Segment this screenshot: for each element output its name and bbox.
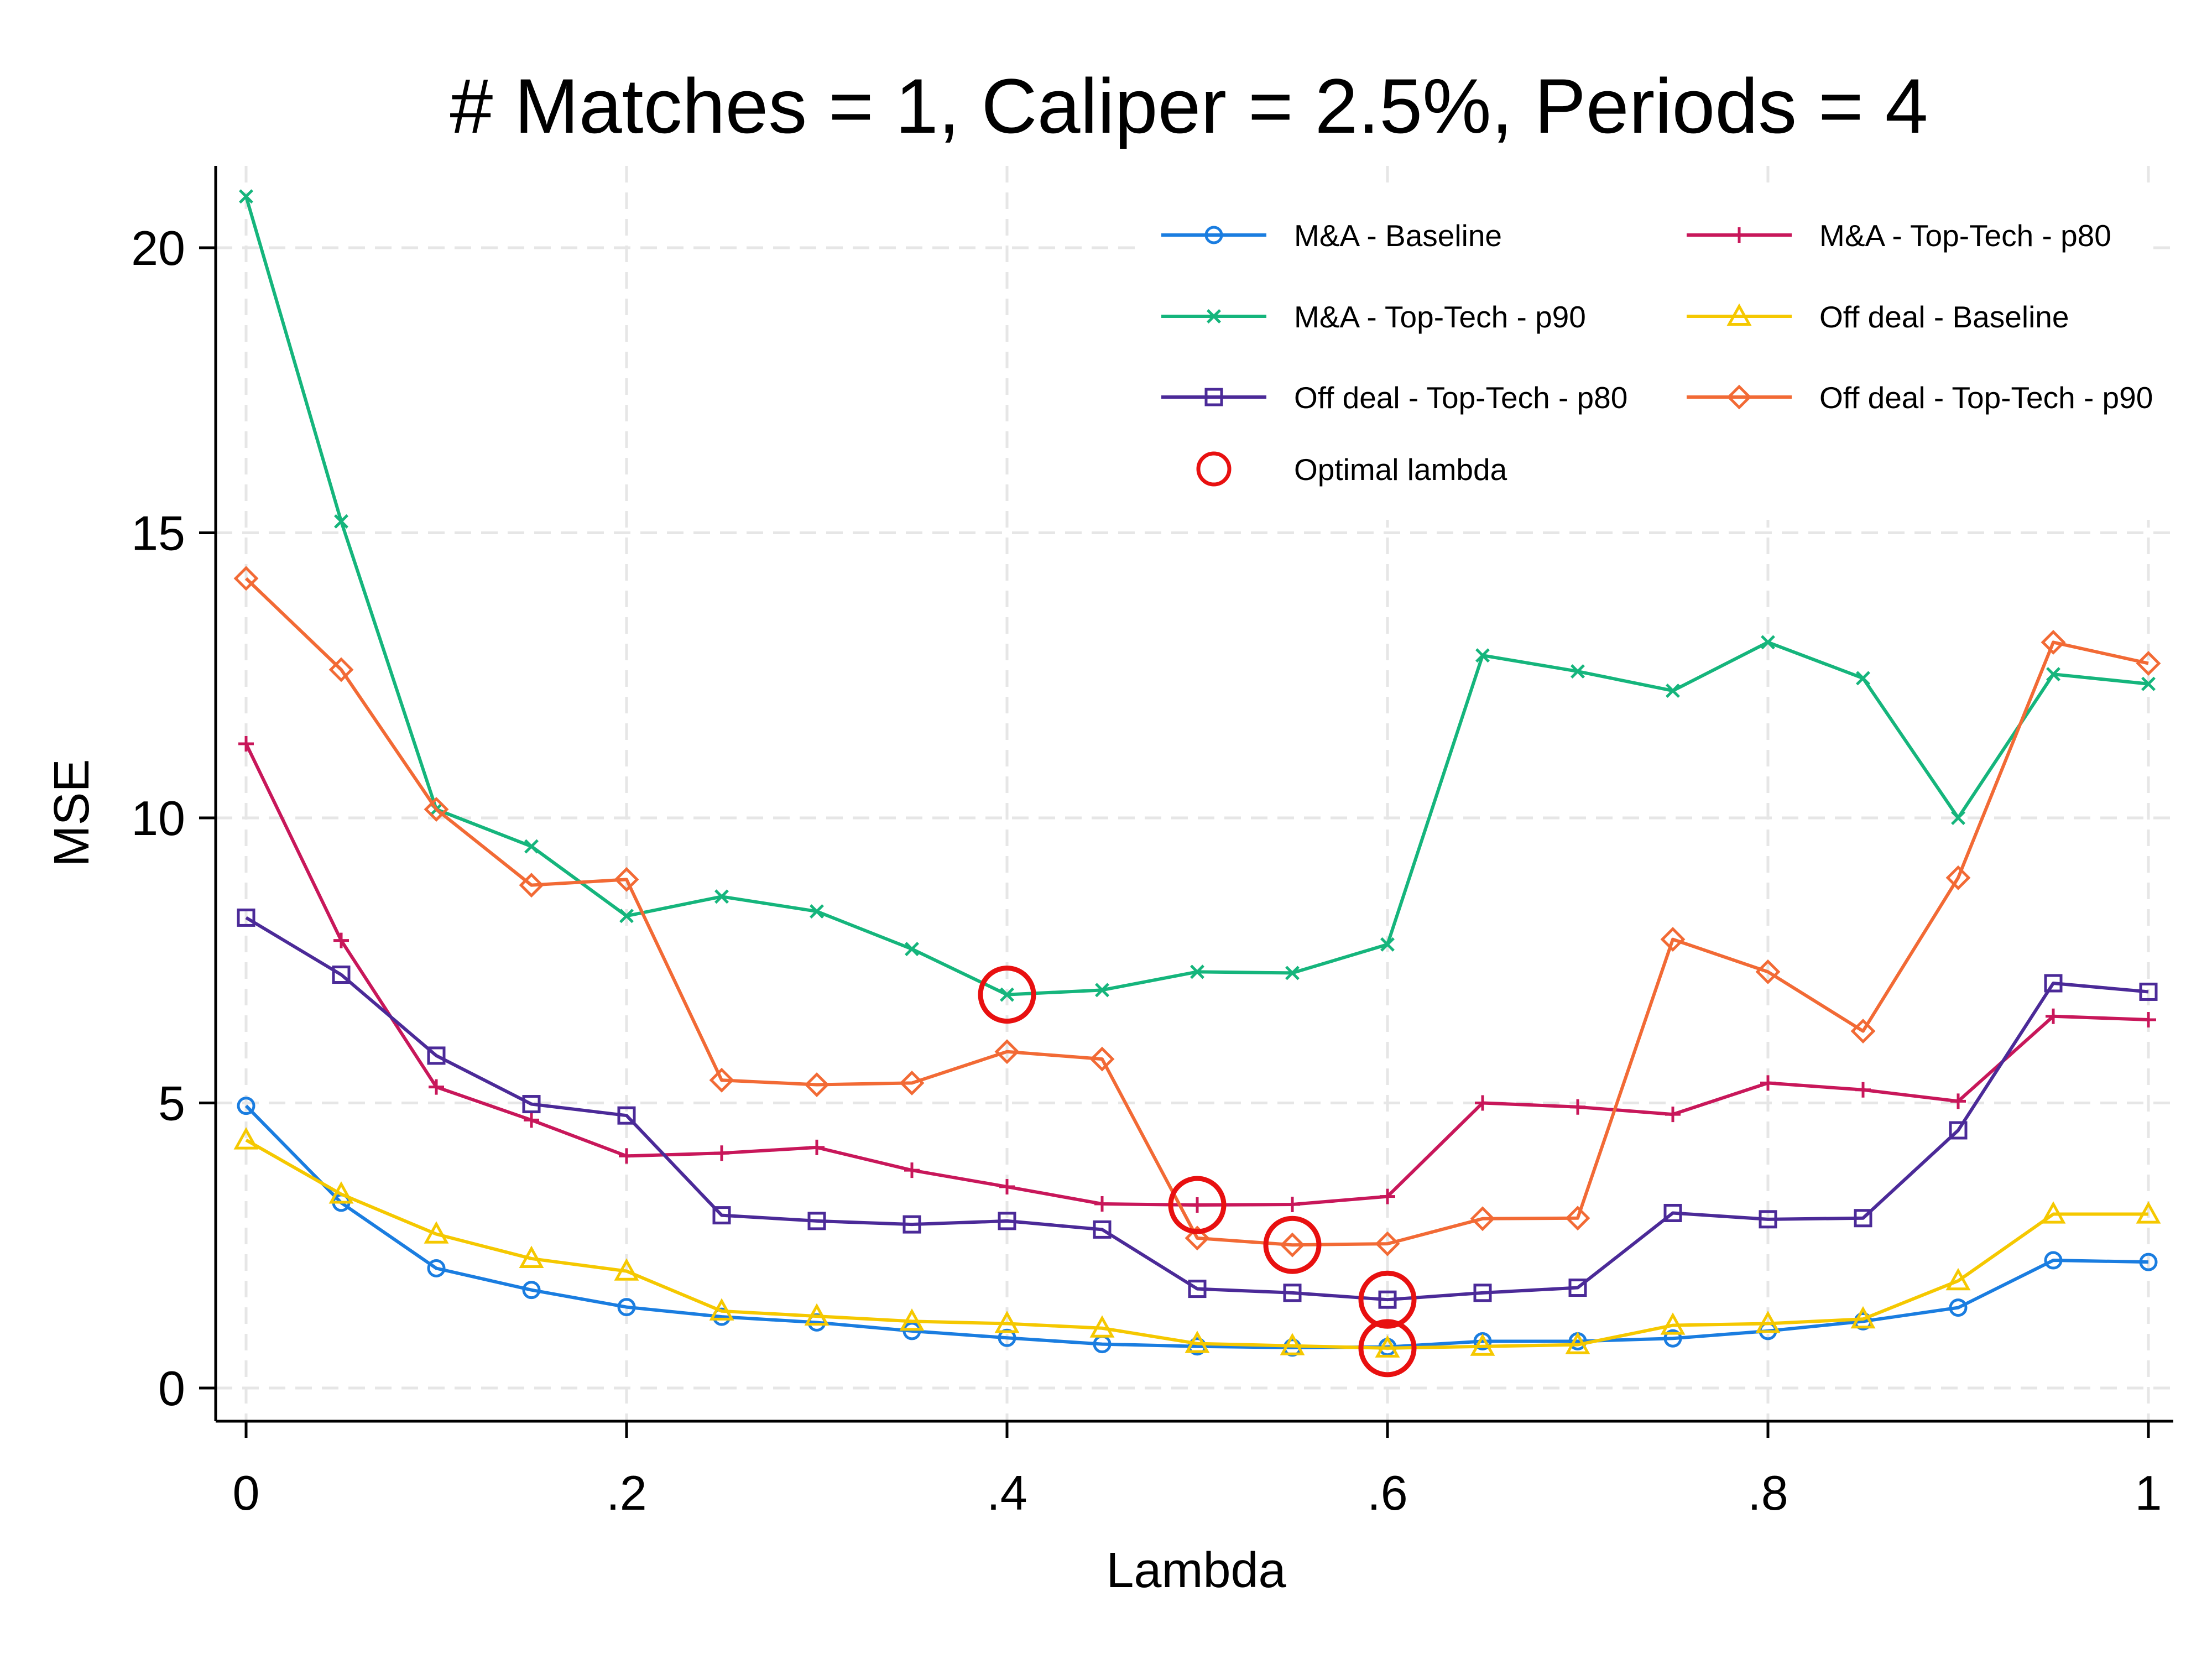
legend-label: M&A - Top-Tech - p90 <box>1294 300 1586 334</box>
legend-label: Off deal - Top-Tech - p80 <box>1294 380 1627 415</box>
y-axis-title: MSE <box>44 759 100 867</box>
x-tick-label: .6 <box>1367 1465 1407 1520</box>
y-tick-label: 15 <box>131 506 185 561</box>
y-tick-label: 10 <box>131 791 185 846</box>
legend-label: M&A - Baseline <box>1294 218 1502 253</box>
y-tick-label: 5 <box>158 1076 185 1131</box>
x-axis-title: Lambda <box>1106 1543 1286 1598</box>
legend-label: Off deal - Top-Tech - p90 <box>1819 380 2153 415</box>
legend: M&A - Baseline M&A - Top-Tech - p80 M&A - … <box>1139 188 2153 520</box>
legend-label: M&A - Top-Tech - p80 <box>1819 218 2111 253</box>
x-tick-label: .8 <box>1747 1465 1788 1520</box>
y-tick-label: 20 <box>131 221 185 275</box>
x-tick-label: 1 <box>2135 1465 2162 1520</box>
x-tick-label: 0 <box>233 1465 260 1520</box>
y-tick-label: 0 <box>158 1361 185 1416</box>
x-tick-label: .4 <box>987 1465 1027 1520</box>
x-tick-label: .2 <box>606 1465 646 1520</box>
legend-label: Optimal lambda <box>1294 452 1507 487</box>
legend-label: Off deal - Baseline <box>1819 300 2069 334</box>
chart-title: # Matches = 1, Caliper = 2.5%, Periods =… <box>450 62 1928 149</box>
